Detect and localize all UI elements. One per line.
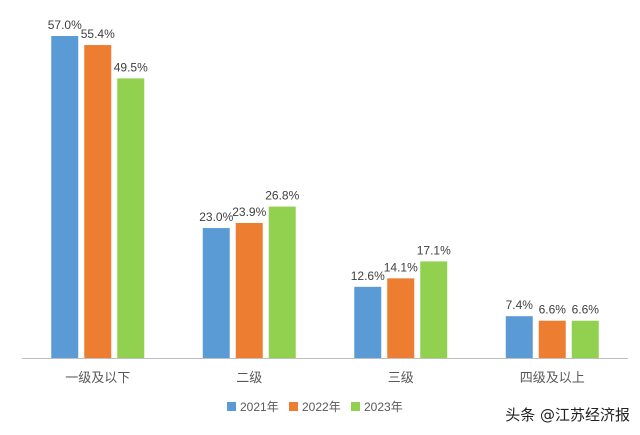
bar-1-2	[268, 206, 296, 358]
bar-0-2	[117, 78, 145, 359]
bar-3-1	[538, 320, 566, 358]
bar-2-2	[420, 261, 448, 358]
bar-1-0	[202, 228, 230, 358]
data-label-0-0: 57.0%	[48, 18, 82, 32]
bar-0-1	[84, 45, 112, 358]
x-tick-label-1: 二级	[236, 371, 262, 386]
x-tick-label-3: 四级及以上	[520, 371, 585, 386]
watermark-text: 头条 @江苏经济报	[505, 406, 630, 424]
bar-1-1	[235, 222, 263, 358]
legend-label-2: 2023年	[364, 400, 403, 414]
bar-2-1	[387, 278, 415, 358]
data-label-1-0: 23.0%	[199, 210, 233, 224]
data-label-1-1: 23.9%	[232, 205, 266, 219]
legend-swatch-1	[289, 402, 298, 411]
x-tick-label-2: 三级	[388, 371, 414, 386]
bar-2-0	[354, 286, 382, 358]
legend-swatch-2	[351, 402, 360, 411]
data-label-3-0: 7.4%	[506, 298, 534, 312]
bars-group	[51, 36, 599, 359]
data-labels-group: 57.0%55.4% 49.5% 23.0%23.9% 26.8% 12.6%14.1%…	[48, 18, 600, 317]
data-label-0-2: 49.5%	[114, 60, 148, 74]
data-label-3-2: 6.6%	[572, 303, 600, 317]
bar-3-2	[571, 320, 599, 358]
data-label-1-2: 26.8%	[265, 189, 299, 203]
legend-swatch-0	[227, 402, 236, 411]
legend: 2021年 2022年 2023年	[227, 400, 403, 414]
data-label-3-1: 6.6%	[539, 303, 567, 317]
bar-0-0	[51, 36, 79, 358]
x-tick-label-0: 一级及以下	[65, 371, 130, 386]
data-label-2-0: 12.6%	[351, 269, 385, 283]
legend-label-0: 2021年	[240, 400, 279, 414]
watermark: 头条 @江苏经济报	[505, 404, 630, 425]
data-label-2-2: 17.1%	[417, 243, 451, 257]
data-label-0-1: 55.4%	[81, 27, 115, 41]
bar-3-0	[505, 316, 533, 358]
data-label-2-1: 14.1%	[384, 260, 418, 274]
x-tick-labels: 一级及以下 二级 三级 四级及以上	[65, 371, 585, 386]
legend-label-1: 2022年	[302, 400, 341, 414]
